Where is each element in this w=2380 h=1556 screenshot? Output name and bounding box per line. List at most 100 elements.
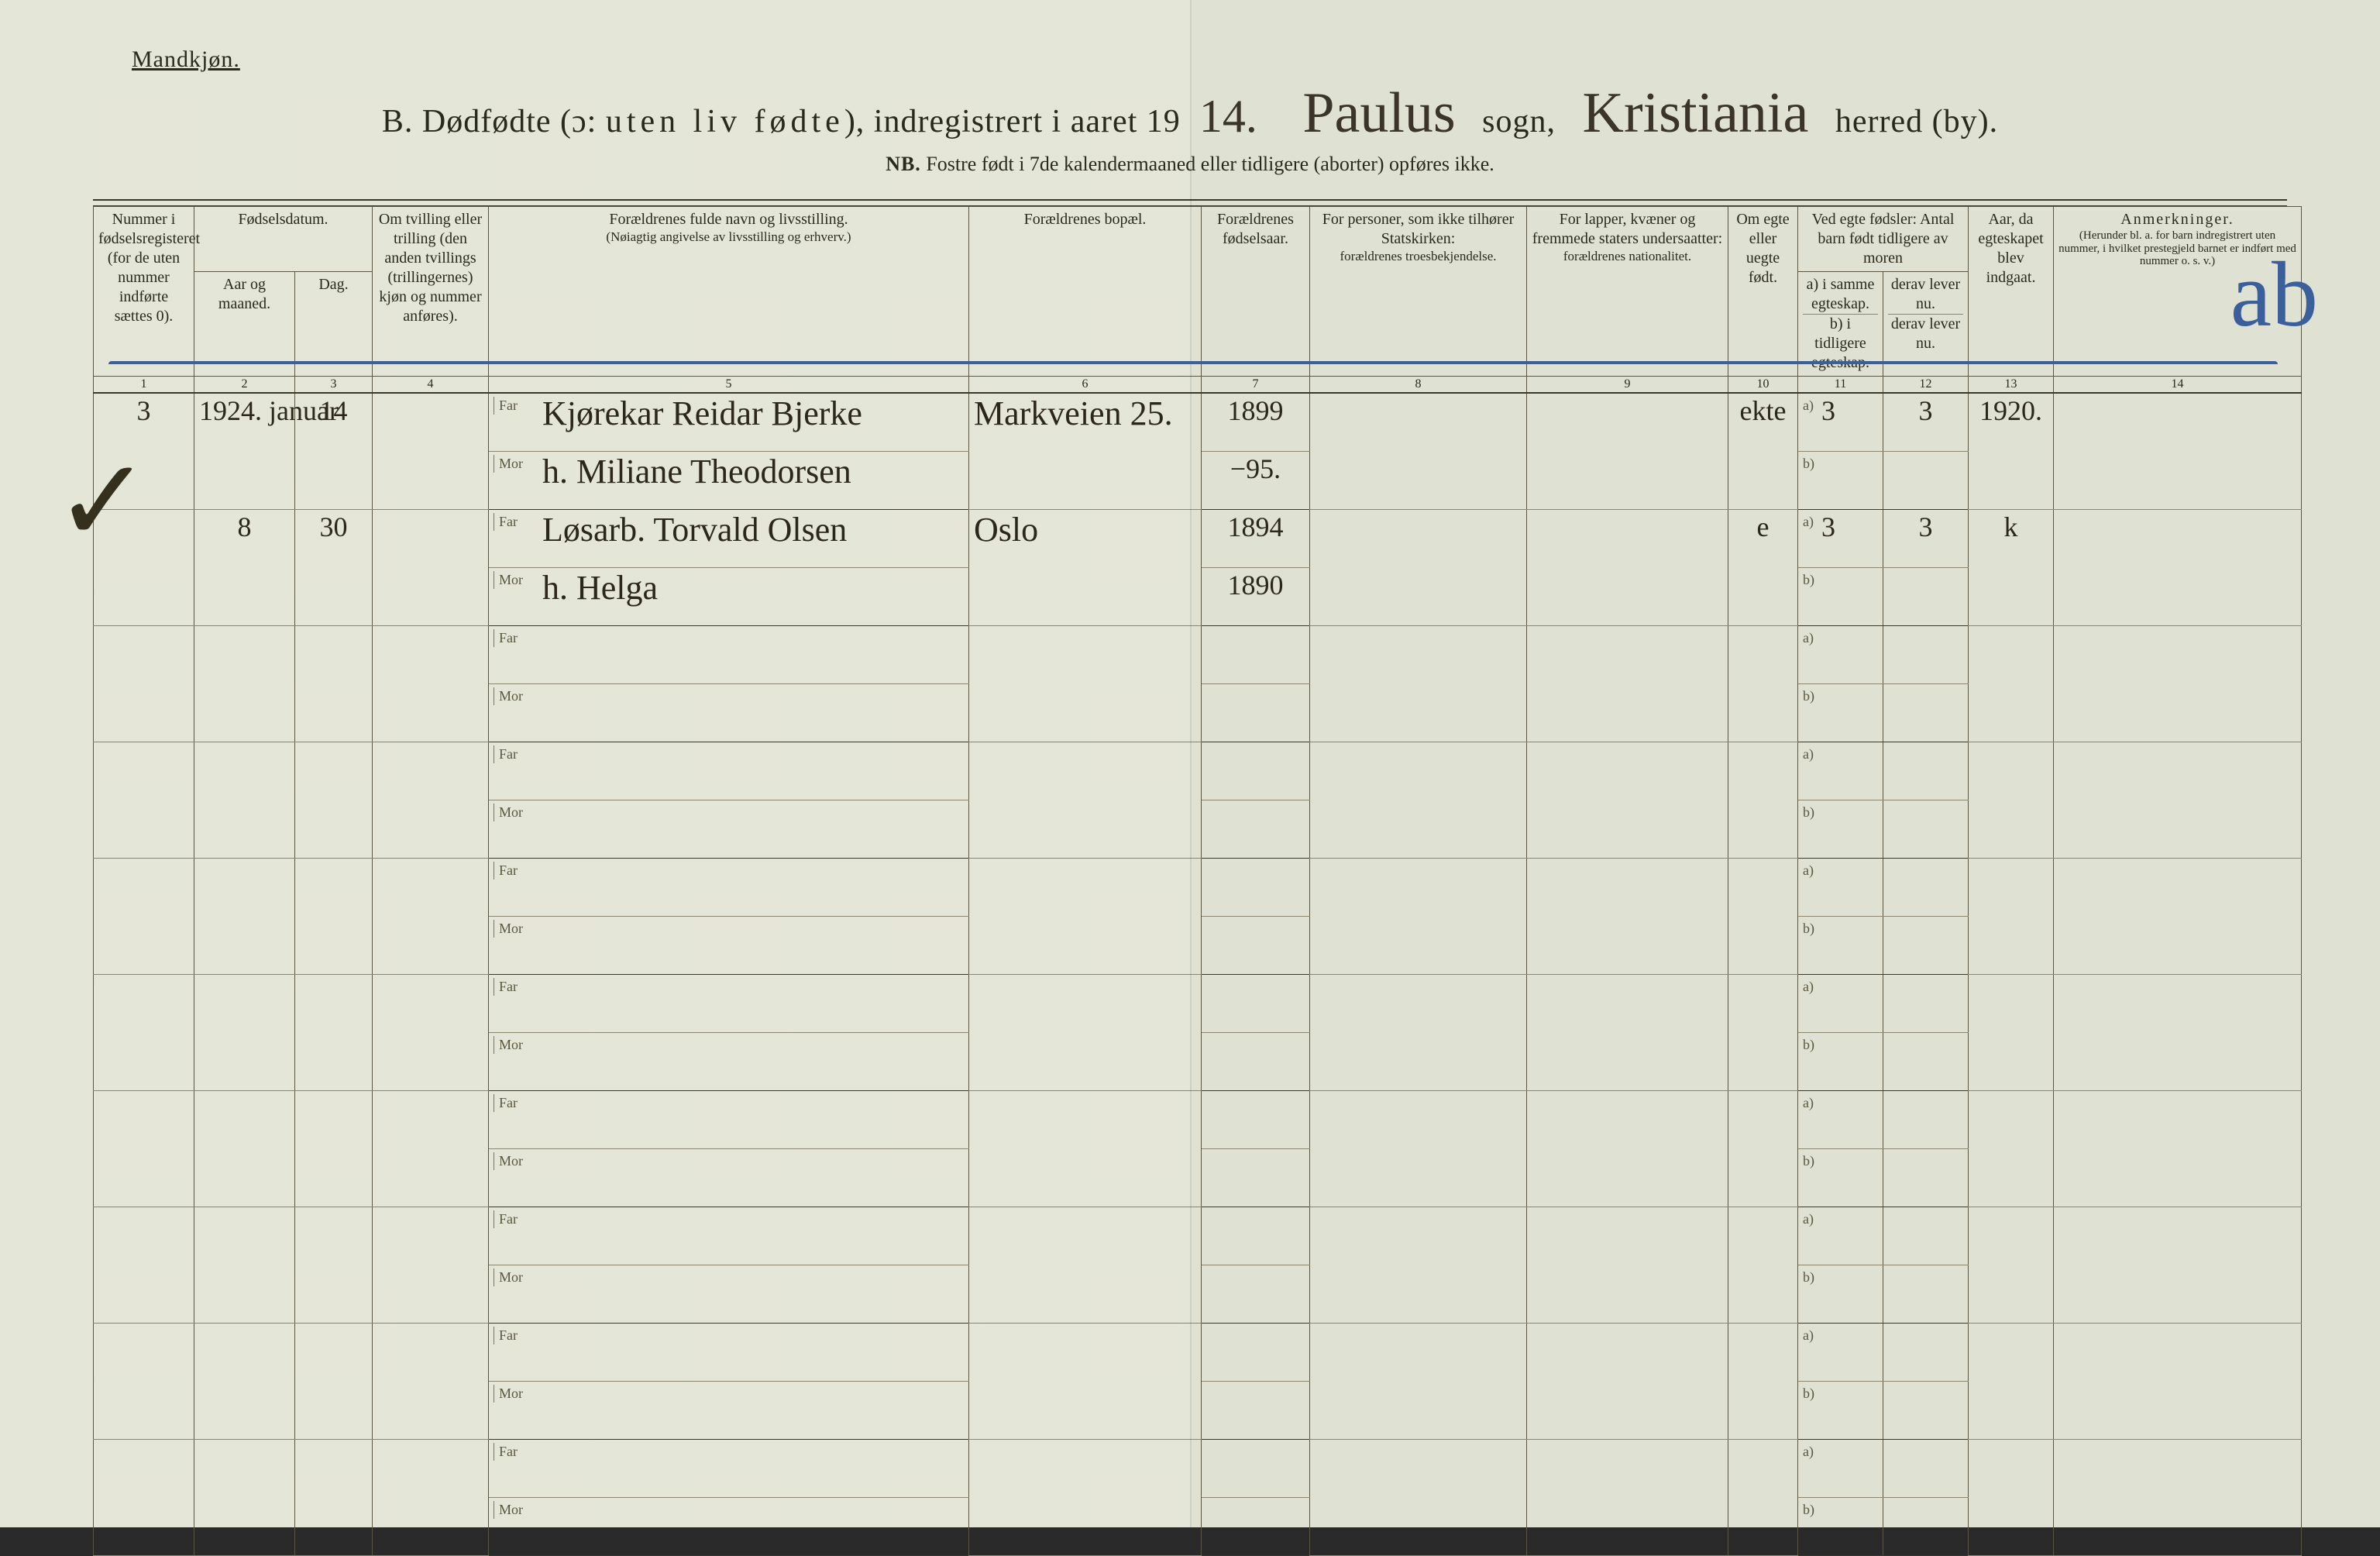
table-row: Far a) [94,626,2302,684]
col-header-9: For lapper, kvæner og fremmede staters u… [1527,207,1728,377]
col-header-11-group: Ved egte fødsler: Antal barn født tidlig… [1798,207,1969,272]
table-row: Far a) [94,859,2302,917]
mor-label: Mor [494,455,539,473]
b-label: b) [1803,1501,1821,1519]
far-label: Far [494,1210,539,1228]
entry-egte: ekte [1740,395,1787,426]
b-label: b) [1803,1385,1821,1403]
title-year-handwritten: 14. [1181,90,1276,143]
mor-label: Mor [494,1501,539,1519]
entry-a-same: 3 [1821,395,1835,426]
b-label: b) [1803,571,1821,589]
table-row: Far a) [94,975,2302,1033]
colnum: 1 [94,377,194,394]
title-spaced: uten liv fødte [606,104,844,139]
table-row: Far a) [94,1091,2302,1149]
colnum: 8 [1310,377,1527,394]
mor-label: Mor [494,1385,539,1403]
gender-label: Mandkjøn. [132,46,2287,73]
far-label: Far [494,978,539,996]
b-label: b) [1803,1152,1821,1170]
entry-far-aar: 1899 [1228,395,1284,426]
entry-father: Løsarb. Torvald Olsen [542,511,847,549]
b-label: b) [1803,920,1821,938]
entry-aar-egt: k [2004,511,2018,542]
title-sogn-cursive: Paulus [1284,81,1474,146]
col-header-7: Forældrenes fødselsaar. [1202,207,1310,377]
a-label: a) [1803,745,1821,763]
entry-father: Kjørekar Reidar Bjerke [542,394,862,432]
a-label: a) [1803,1443,1821,1461]
a-label: a) [1803,1210,1821,1228]
entry-yearmonth: 8 [238,511,252,542]
a-label: a) [1803,1327,1821,1344]
table-row: Far a) [94,1440,2302,1498]
col-header-14-title: Anmerkninger. [2058,210,2296,229]
a-label: a) [1803,978,1821,996]
far-label: Far [494,1443,539,1461]
far-label: Far [494,397,539,415]
colnum: 7 [1202,377,1310,394]
colnum: 2 [194,377,295,394]
entry-mor-aar: −95. [1230,453,1281,484]
entry-mother: h. Miliane Theodorsen [542,453,851,491]
title-mid: ), indregistrert i aaret 19 [844,104,1181,139]
colnum: 3 [295,377,373,394]
table-row: Far a) [94,742,2302,800]
far-label: Far [494,629,539,647]
col-header-5: Forældrenes fulde navn og livsstilling. … [489,207,969,377]
mor-label: Mor [494,1036,539,1054]
page-fold [1190,0,1192,1527]
col-header-11a-text: a) i samme egteskap. [1803,275,1878,314]
entry-egte: e [1757,511,1770,542]
col-header-4: Om tvilling eller trilling (den anden tv… [373,207,489,377]
col-header-9a: For lapper, kvæner og fremmede staters u… [1532,210,1723,249]
title-sogn-label: sogn, [1482,104,1556,139]
entry-a-lever: 3 [1919,511,1933,542]
entry-a-same: 3 [1821,511,1835,542]
entry-seq: 3 [137,395,151,426]
b-label: b) [1803,804,1821,821]
col-header-8a: For personer, som ikke tilhører Statskir… [1315,210,1522,249]
far-label: Far [494,745,539,763]
entry-bopel: Oslo [974,511,1038,549]
a-label: a) [1803,862,1821,880]
mor-label: Mor [494,920,539,938]
colnum: 4 [373,377,489,394]
mor-label: Mor [494,804,539,821]
title-herred-label: herred (by). [1835,104,1998,139]
col-header-2-group: Fødselsdatum. [194,207,373,272]
far-label: Far [494,862,539,880]
col-header-13: Aar, da egteskapet blev indgaat. [1969,207,2054,377]
entry-day: 14 [320,395,348,426]
column-number-row: 1 2 3 4 5 6 7 8 9 10 11 12 13 14 [94,377,2302,394]
entry-mother: h. Helga [542,569,658,607]
col-header-5b: (Nøiagtig angivelse av livsstilling og e… [494,229,964,245]
colnum: 13 [1969,377,2054,394]
col-header-1: Nummer i fødselsregisteret (for de uten … [94,207,194,377]
colnum: 10 [1728,377,1798,394]
entry-mor-aar: 1890 [1228,570,1284,601]
col-header-8b: forældrenes troesbekjendelse. [1315,249,1522,264]
nb-label: NB. [886,153,921,175]
col-header-8: For personer, som ikke tilhører Statskir… [1310,207,1527,377]
colnum: 14 [2054,377,2302,394]
col-header-9b: forældrenes nationalitet. [1532,249,1723,264]
blue-pencil-line [108,361,2278,367]
mor-label: Mor [494,1152,539,1170]
a-label: a) [1803,397,1821,415]
nb-text: Fostre født i 7de kalendermaaned eller t… [926,153,1494,175]
document-page: Mandkjøn. B. Dødfødte (ɔ: uten liv fødte… [0,0,2380,1527]
entry-far-aar: 1894 [1228,511,1284,542]
b-label: b) [1803,1269,1821,1286]
col-header-10: Om egte eller uegte født. [1728,207,1798,377]
far-label: Far [494,513,539,531]
table-row: 3 1924. januar 14 FarKjørekar Reidar Bje… [94,393,2302,452]
blue-pencil-initials: ab [2230,248,2318,341]
entry-a-lever: 3 [1919,395,1933,426]
entry-yearmonth: 1924. januar [199,395,339,426]
a-label: a) [1803,629,1821,647]
col-header-5a: Forældrenes fulde navn og livsstilling. [494,210,964,229]
colnum: 12 [1883,377,1969,394]
table-row: 8 30 FarLøsarb. Torvald Olsen Oslo 1894 … [94,510,2302,568]
